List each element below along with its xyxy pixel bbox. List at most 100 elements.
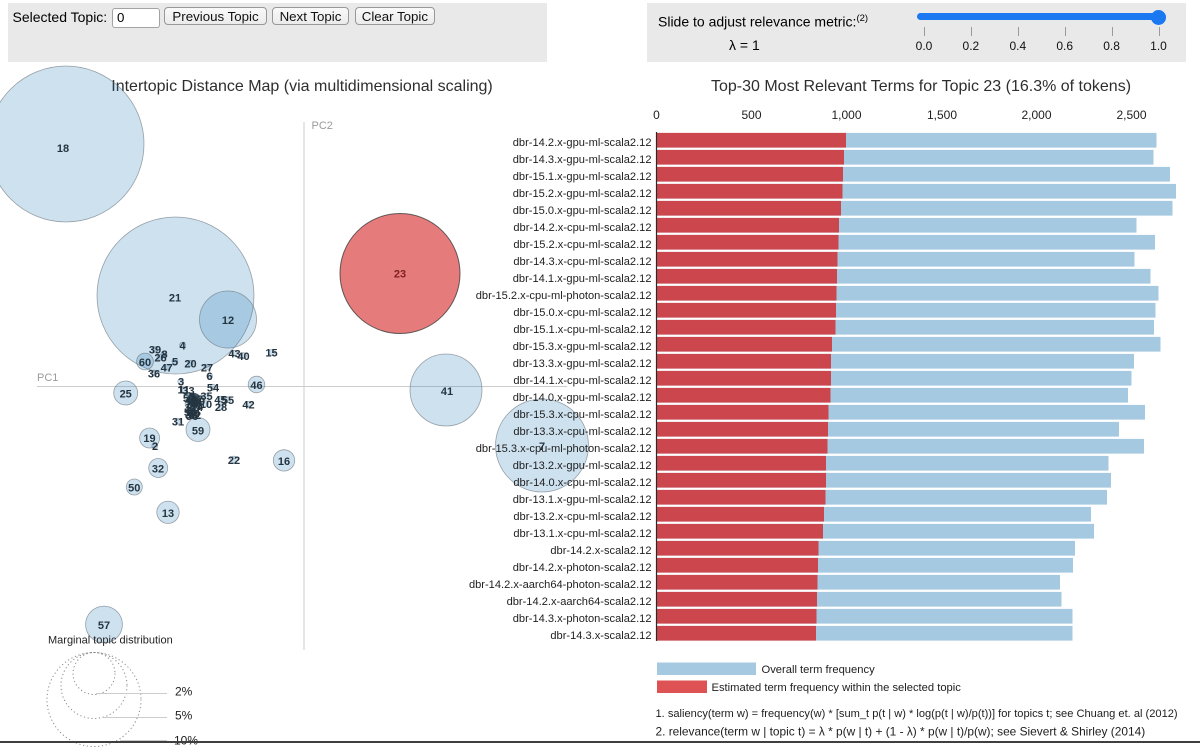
svg-text:dbr-15.0.x-gpu-ml-scala2.12: dbr-15.0.x-gpu-ml-scala2.12 — [513, 205, 652, 217]
svg-text:2: 2 — [152, 441, 158, 453]
svg-text:Overall term frequency: Overall term frequency — [762, 664, 876, 676]
svg-text:dbr-14.2.x-scala2.12: dbr-14.2.x-scala2.12 — [550, 545, 651, 557]
svg-text:43: 43 — [228, 348, 240, 360]
svg-text:2,000: 2,000 — [1021, 108, 1051, 122]
svg-text:dbr-15.2.x-gpu-ml-scala2.12: dbr-15.2.x-gpu-ml-scala2.12 — [513, 188, 652, 200]
svg-text:dbr-13.2.x-cpu-ml-scala2.12: dbr-13.2.x-cpu-ml-scala2.12 — [513, 511, 651, 523]
svg-text:2,500: 2,500 — [1116, 108, 1146, 122]
svg-text:52: 52 — [189, 410, 201, 422]
svg-text:dbr-14.3.x-cpu-ml-scala2.12: dbr-14.3.x-cpu-ml-scala2.12 — [513, 256, 651, 268]
svg-text:24: 24 — [186, 399, 199, 411]
svg-text:2. relevance(term w | topic t): 2. relevance(term w | topic t) = λ * p(w… — [656, 725, 1146, 739]
svg-text:25: 25 — [120, 388, 132, 400]
svg-text:47: 47 — [161, 362, 173, 374]
svg-text:dbr-15.0.x-cpu-ml-scala2.12: dbr-15.0.x-cpu-ml-scala2.12 — [513, 307, 651, 319]
svg-text:dbr-13.1.x-cpu-ml-scala2.12: dbr-13.1.x-cpu-ml-scala2.12 — [513, 528, 651, 540]
svg-text:dbr-13.2.x-gpu-ml-scala2.12: dbr-13.2.x-gpu-ml-scala2.12 — [513, 460, 652, 472]
svg-text:34: 34 — [189, 401, 202, 413]
svg-text:28: 28 — [215, 402, 227, 414]
svg-text:1. saliency(term w) = frequenc: 1. saliency(term w) = frequency(w) * [su… — [656, 708, 1178, 720]
svg-text:20: 20 — [184, 358, 196, 370]
svg-text:27: 27 — [201, 362, 213, 374]
svg-text:dbr-14.3.x-gpu-ml-scala2.12: dbr-14.3.x-gpu-ml-scala2.12 — [513, 154, 652, 166]
svg-text:Marginal topic distribution: Marginal topic distribution — [48, 635, 173, 647]
svg-text:42: 42 — [242, 399, 254, 411]
svg-text:dbr-13.3.x-cpu-ml-scala2.12: dbr-13.3.x-cpu-ml-scala2.12 — [513, 426, 651, 438]
svg-text:57: 57 — [98, 620, 110, 632]
svg-text:8: 8 — [161, 349, 167, 361]
svg-text:PC2: PC2 — [312, 120, 333, 132]
svg-text:17: 17 — [185, 402, 197, 414]
svg-text:dbr-13.1.x-gpu-ml-scala2.12: dbr-13.1.x-gpu-ml-scala2.12 — [513, 494, 652, 506]
svg-text:500: 500 — [741, 108, 761, 122]
svg-text:dbr-15.1.x-gpu-ml-scala2.12: dbr-15.1.x-gpu-ml-scala2.12 — [513, 171, 652, 183]
svg-text:2%: 2% — [175, 685, 193, 699]
svg-text:30: 30 — [193, 396, 205, 408]
svg-text:dbr-13.3.x-gpu-ml-scala2.12: dbr-13.3.x-gpu-ml-scala2.12 — [513, 358, 652, 370]
svg-text:36: 36 — [148, 368, 160, 380]
svg-text:dbr-15.3.x-cpu-ml-photon-scala: dbr-15.3.x-cpu-ml-photon-scala2.12 — [476, 443, 652, 455]
svg-text:dbr-15.2.x-cpu-ml-scala2.12: dbr-15.2.x-cpu-ml-scala2.12 — [513, 239, 651, 251]
svg-text:44: 44 — [188, 408, 201, 420]
svg-text:dbr-14.2.x-photon-scala2.12: dbr-14.2.x-photon-scala2.12 — [513, 562, 652, 574]
svg-text:14: 14 — [191, 402, 204, 414]
svg-text:Top-30 Most Relevant Terms for: Top-30 Most Relevant Terms for Topic 23 … — [711, 78, 1131, 95]
svg-text:dbr-14.2.x-gpu-ml-scala2.12: dbr-14.2.x-gpu-ml-scala2.12 — [513, 137, 652, 149]
svg-text:60: 60 — [139, 357, 151, 369]
svg-text:37: 37 — [191, 394, 203, 406]
svg-text:4: 4 — [180, 340, 187, 352]
svg-text:dbr-14.3.x-scala2.12: dbr-14.3.x-scala2.12 — [550, 630, 651, 642]
svg-text:22: 22 — [228, 455, 240, 467]
svg-text:40: 40 — [237, 351, 249, 363]
svg-text:9: 9 — [189, 391, 195, 403]
svg-text:6: 6 — [206, 371, 212, 383]
svg-text:7: 7 — [539, 441, 545, 453]
svg-text:39: 39 — [149, 344, 161, 356]
svg-text:3: 3 — [178, 376, 184, 388]
svg-text:21: 21 — [169, 292, 181, 304]
svg-text:55: 55 — [222, 395, 234, 407]
svg-text:10%: 10% — [174, 734, 198, 748]
svg-text:29: 29 — [190, 398, 202, 410]
svg-text:1,500: 1,500 — [927, 108, 957, 122]
svg-text:18: 18 — [57, 143, 69, 155]
svg-text:dbr-14.2.x-cpu-ml-scala2.12: dbr-14.2.x-cpu-ml-scala2.12 — [513, 222, 651, 234]
svg-text:46: 46 — [250, 380, 262, 392]
svg-text:Intertopic Distance Map (via m: Intertopic Distance Map (via multidimens… — [111, 78, 493, 95]
svg-text:11: 11 — [178, 384, 190, 396]
svg-text:10: 10 — [200, 399, 212, 411]
svg-text:1: 1 — [177, 384, 183, 396]
svg-text:dbr-15.3.x-gpu-ml-scala2.12: dbr-15.3.x-gpu-ml-scala2.12 — [513, 341, 652, 353]
svg-text:50: 50 — [128, 482, 140, 494]
svg-text:dbr-15.3.x-cpu-ml-scala2.12: dbr-15.3.x-cpu-ml-scala2.12 — [513, 409, 651, 421]
svg-text:dbr-14.2.x-aarch64-scala2.12: dbr-14.2.x-aarch64-scala2.12 — [507, 596, 652, 608]
svg-text:dbr-14.1.x-gpu-ml-scala2.12: dbr-14.1.x-gpu-ml-scala2.12 — [513, 273, 652, 285]
svg-text:45: 45 — [214, 394, 226, 406]
svg-text:dbr-15.2.x-cpu-ml-photon-scala: dbr-15.2.x-cpu-ml-photon-scala2.12 — [476, 290, 652, 302]
svg-text:38: 38 — [185, 409, 197, 421]
svg-text:dbr-14.1.x-cpu-ml-scala2.12: dbr-14.1.x-cpu-ml-scala2.12 — [513, 375, 651, 387]
svg-text:dbr-14.2.x-aarch64-photon-scal: dbr-14.2.x-aarch64-photon-scala2.12 — [469, 579, 652, 591]
svg-text:Estimated term frequency withi: Estimated term frequency within the sele… — [712, 682, 962, 694]
svg-text:26: 26 — [154, 352, 166, 364]
svg-text:41: 41 — [441, 386, 453, 398]
svg-text:15: 15 — [265, 347, 277, 359]
svg-text:0: 0 — [653, 108, 660, 122]
svg-text:32: 32 — [152, 463, 164, 475]
svg-text:12: 12 — [222, 315, 234, 327]
svg-text:54: 54 — [207, 382, 220, 394]
svg-text:5%: 5% — [175, 709, 193, 723]
svg-text:56: 56 — [186, 411, 198, 423]
svg-text:dbr-14.3.x-photon-scala2.12: dbr-14.3.x-photon-scala2.12 — [513, 613, 652, 625]
svg-text:35: 35 — [200, 391, 212, 403]
svg-text:33: 33 — [182, 385, 194, 397]
svg-text:19: 19 — [143, 433, 155, 445]
svg-text:59: 59 — [192, 425, 204, 437]
svg-text:PC1: PC1 — [37, 372, 58, 384]
svg-text:5: 5 — [172, 356, 178, 368]
svg-text:58: 58 — [184, 407, 196, 419]
svg-text:dbr-14.0.x-cpu-ml-scala2.12: dbr-14.0.x-cpu-ml-scala2.12 — [513, 477, 651, 489]
svg-text:16: 16 — [278, 456, 290, 468]
svg-text:51: 51 — [183, 393, 195, 405]
svg-text:23: 23 — [394, 268, 406, 280]
